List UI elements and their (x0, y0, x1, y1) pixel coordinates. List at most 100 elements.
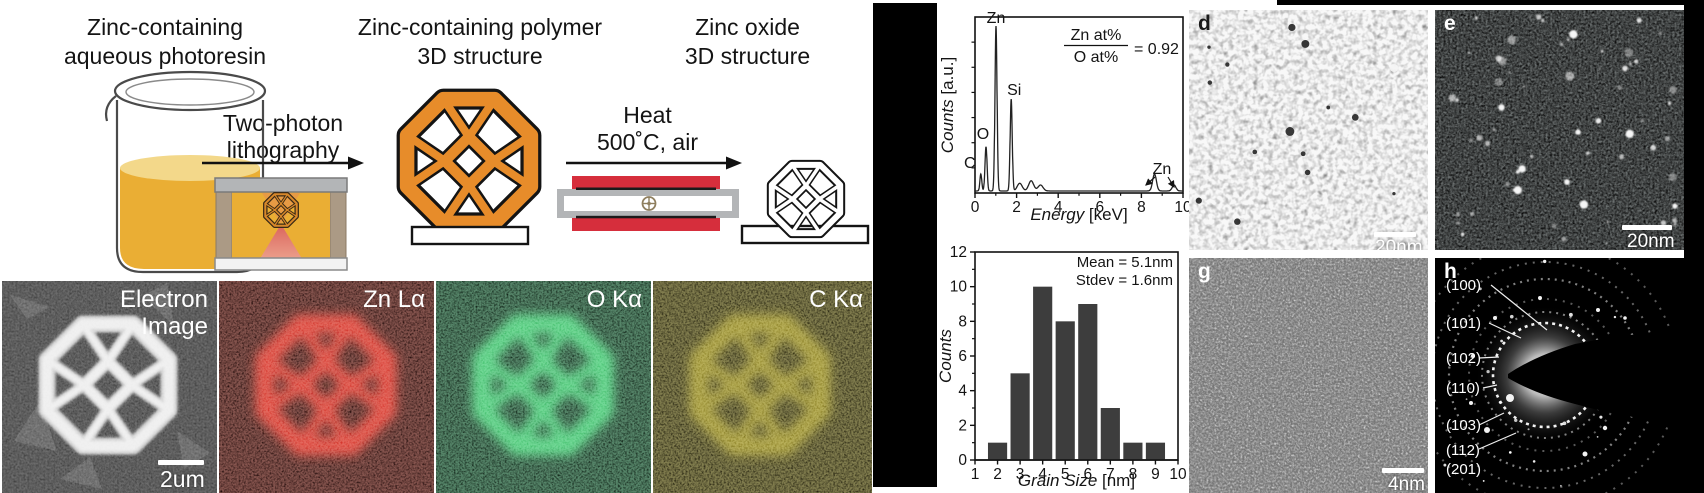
electron-label-line2: Image (141, 313, 208, 341)
ring-label-6: (201) (1446, 461, 1481, 478)
step1-title-line1: Zinc-containing (87, 14, 243, 40)
diffraction-pattern: (100) (101) (102) (110) (103) (112) (201) (1435, 258, 1684, 493)
hist-bar-6 (1078, 304, 1098, 460)
arrow2-line2: 500˚C, air (597, 129, 698, 156)
arrow1-label: Two-photon lithography (200, 110, 366, 164)
svg-text:Si: Si (1007, 82, 1021, 99)
hist-bar-7 (1100, 408, 1120, 460)
crop-black-band-right (1684, 0, 1704, 493)
svg-text:0: 0 (958, 452, 967, 469)
ring-label-3: (110) (1446, 380, 1480, 397)
eds-map-zn-panel: Zn Lα (219, 281, 434, 493)
panel-e-scalebar (1622, 225, 1672, 230)
step1-title-line2: aqueous photoresin (63, 42, 267, 69)
step2-title-line1: Zinc-containing polymer (357, 14, 603, 40)
svg-text:1: 1 (971, 466, 980, 483)
step3-title: Zinc oxide 3D structure (645, 13, 850, 70)
arrow2-label: Heat 500˚C, air (565, 102, 730, 156)
eds-o-label: O Kα (586, 286, 642, 313)
svg-text:2: 2 (1012, 199, 1021, 216)
tem-darkfield-panel-e: e 20nm (1435, 10, 1684, 250)
eds-map-o-panel: O Kα (436, 281, 651, 493)
svg-text:8: 8 (958, 313, 967, 330)
panel-d-letter: d (1198, 12, 1211, 35)
panel-g-letter: g (1198, 260, 1211, 283)
panel-h-letter: h (1444, 260, 1457, 283)
step2-title-line2: 3D structure (417, 42, 543, 69)
electron-label-line1: Electron (119, 286, 208, 313)
ring-label-1: (101) (1446, 315, 1481, 332)
svg-text:3: 3 (1016, 466, 1025, 483)
arrow1-line2: lithography (226, 137, 340, 164)
sem-image-texture (2, 281, 217, 493)
svg-text:7: 7 (1106, 466, 1115, 483)
crop-black-bar-top (1277, 0, 1684, 5)
panel-g-scalebar-text: 4nm (1388, 474, 1425, 493)
process-schematic-drawing (104, 70, 870, 274)
svg-text:C: C (964, 155, 976, 172)
svg-text:6: 6 (1083, 466, 1092, 483)
svg-text:2: 2 (993, 466, 1002, 483)
svg-text:10: 10 (1169, 466, 1187, 483)
panel-d-scalebar-text: 20nm (1375, 237, 1423, 250)
svg-text:4: 4 (1038, 466, 1047, 483)
hist-bar-4 (1033, 286, 1053, 460)
arrow2-line1: Heat (623, 102, 672, 128)
tem-e-texture (1435, 10, 1684, 250)
sem-scalebar-text: 2um (160, 466, 205, 492)
eds-o-texture (436, 281, 651, 493)
svg-text:Stdev = 1.6nm: Stdev = 1.6nm (1076, 272, 1173, 289)
edx-spectrum-chart: 0 2 4 6 8 10 CO Zn Si Zn Zn at% O at% = 0.92 Counts [… (938, 10, 1190, 224)
svg-text:Energy [keV]: Energy [keV] (1030, 205, 1127, 224)
svg-text:12: 12 (950, 244, 967, 261)
eds-zn-label: Zn Lα (363, 286, 425, 313)
hist-bar-9 (1145, 442, 1166, 460)
arrow1-line1: Two-photon (222, 110, 344, 136)
hist-bar-5 (1055, 321, 1075, 460)
svg-text:4: 4 (1054, 199, 1063, 216)
eds-map-c-panel: C Kα (653, 281, 872, 493)
panel-d-scalebar (1374, 232, 1416, 237)
electron-image-label: Electron Image (120, 286, 208, 341)
eds-c-label: C Kα (809, 286, 863, 313)
eds-c-texture (653, 281, 872, 493)
svg-text:Zn at%: Zn at% (1071, 27, 1122, 44)
tem-d-texture (1189, 10, 1428, 250)
svg-text:6: 6 (958, 348, 967, 365)
ring-label-0: (100) (1446, 277, 1481, 294)
svg-text:2: 2 (958, 417, 967, 434)
sem-electron-image-panel: Electron Image 2um (2, 281, 217, 493)
tem-brightfield-panel-d: d 20nm (1189, 10, 1428, 250)
panel-g-scalebar (1382, 468, 1424, 473)
eds-zn-texture (219, 281, 434, 493)
svg-text:Zn: Zn (1153, 161, 1172, 178)
svg-text:8: 8 (1129, 466, 1138, 483)
svg-text:Grain Size [nm]: Grain Size [nm] (1018, 471, 1135, 490)
step2-title: Zinc-containing polymer 3D structure (345, 13, 615, 70)
sem-scalebar (158, 460, 204, 465)
diffraction-panel-h: (100) (101) (102) (110) (103) (112) (201) h (1435, 258, 1684, 493)
ring-label-4: (103) (1446, 417, 1481, 434)
panel-e-letter: e (1444, 12, 1456, 35)
svg-text:= 0.92: = 0.92 (1134, 41, 1179, 58)
svg-text:Counts: Counts (938, 329, 955, 383)
crop-black-band-left (873, 3, 937, 487)
step3-title-line1: Zinc oxide (695, 14, 800, 40)
svg-text:O: O (977, 126, 989, 143)
hist-bar-8 (1123, 442, 1143, 460)
svg-text:6: 6 (1095, 199, 1104, 216)
step3-title-line2: 3D structure (684, 42, 811, 69)
step1-title: Zinc-containing aqueous photoresin (30, 13, 300, 70)
svg-text:Mean = 5.1nm: Mean = 5.1nm (1077, 254, 1173, 271)
svg-text:O at%: O at% (1074, 49, 1118, 66)
hist-bar-2 (987, 442, 1008, 460)
tem-g-texture (1189, 258, 1428, 493)
svg-text:0: 0 (971, 199, 980, 216)
svg-text:5: 5 (1061, 466, 1070, 483)
svg-text:Zn: Zn (987, 10, 1006, 27)
svg-text:10: 10 (950, 279, 968, 296)
ring-label-2: (102) (1446, 350, 1481, 367)
svg-text:8: 8 (1137, 199, 1146, 216)
